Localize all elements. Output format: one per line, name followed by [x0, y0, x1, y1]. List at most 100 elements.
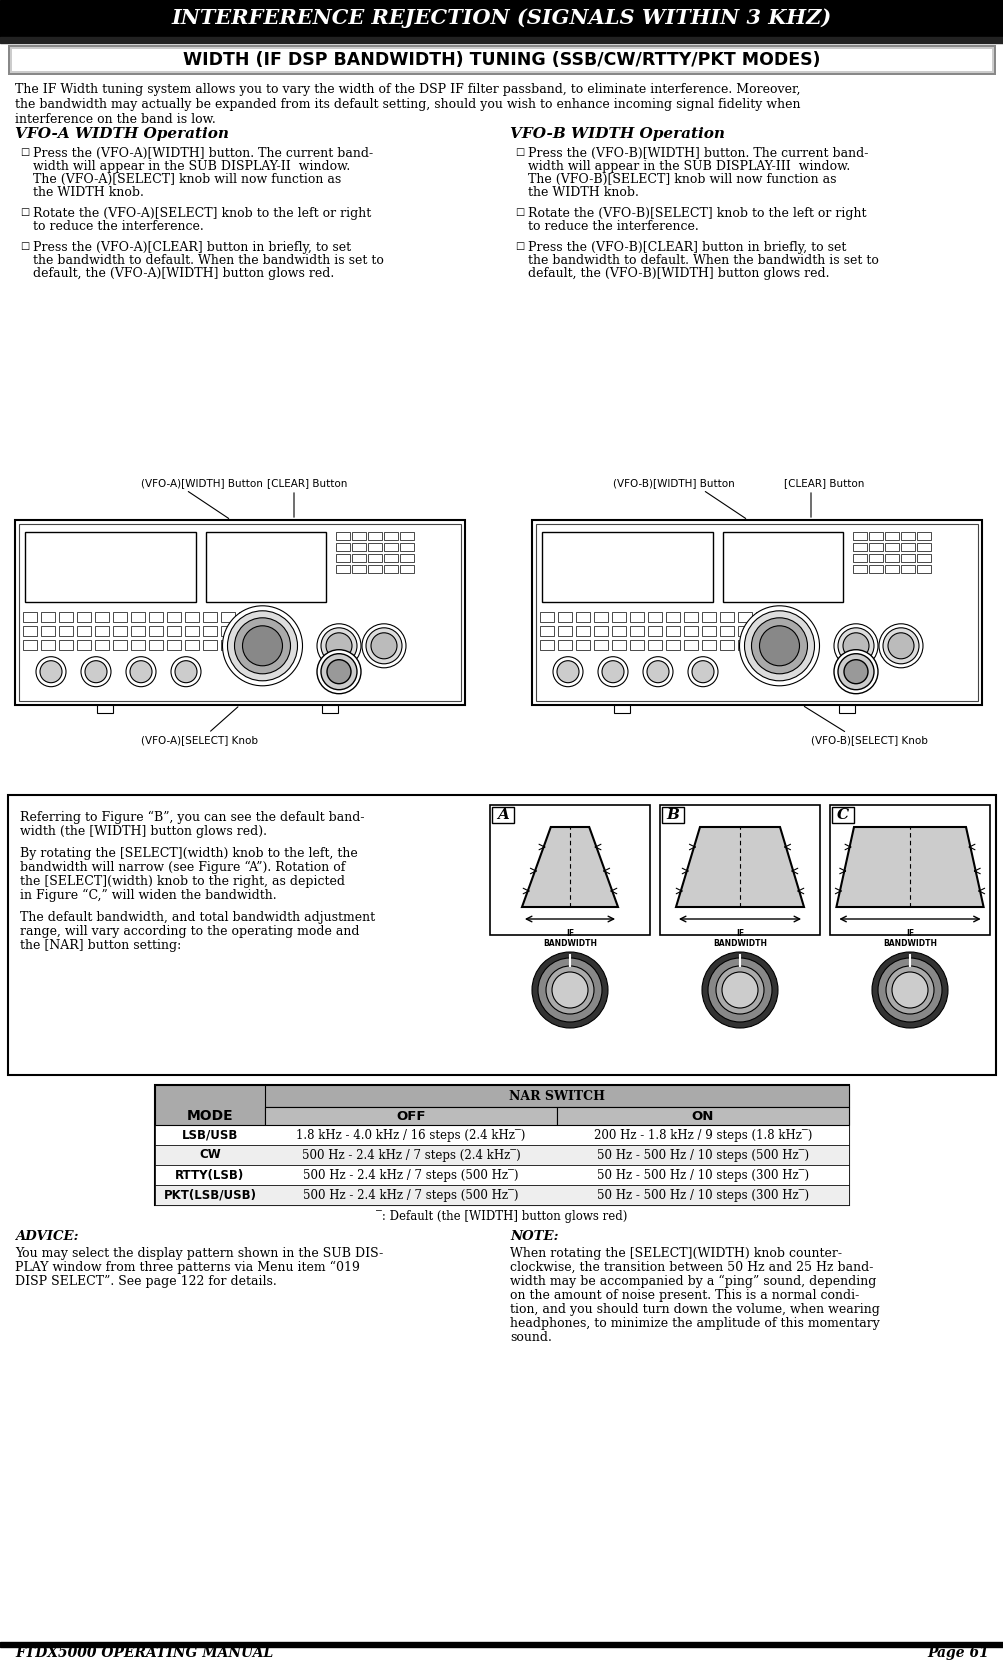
Text: □: □ — [515, 147, 524, 157]
Circle shape — [838, 653, 874, 690]
Text: 50 Hz - 500 Hz / 10 steps (300 Hz‾): 50 Hz - 500 Hz / 10 steps (300 Hz‾) — [597, 1169, 808, 1181]
Bar — [0, 37, 1003, 44]
Bar — [8, 796, 995, 1075]
Bar — [612, 640, 626, 650]
Circle shape — [326, 633, 352, 658]
Bar — [221, 611, 235, 621]
Bar — [647, 611, 661, 621]
Circle shape — [321, 628, 357, 663]
Bar — [542, 533, 712, 603]
Circle shape — [327, 660, 351, 683]
Text: Rotate the (VFO-B)[SELECT] knob to the left or right: Rotate the (VFO-B)[SELECT] knob to the l… — [528, 208, 866, 219]
Text: to reduce the interference.: to reduce the interference. — [33, 219, 204, 233]
Bar — [399, 543, 413, 551]
Text: A: A — [496, 807, 509, 822]
Text: Rotate the (VFO-A)[SELECT] knob to the left or right: Rotate the (VFO-A)[SELECT] knob to the l… — [33, 208, 371, 219]
Bar — [383, 564, 397, 573]
Bar — [351, 533, 365, 539]
Bar — [722, 533, 842, 603]
Circle shape — [552, 971, 588, 1008]
Bar — [322, 705, 338, 714]
Text: Press the (VFO-B)[CLEAR] button in briefly, to set: Press the (VFO-B)[CLEAR] button in brief… — [528, 241, 846, 255]
Circle shape — [642, 657, 672, 687]
Bar — [239, 640, 253, 650]
Bar — [41, 611, 55, 621]
Text: the WIDTH knob.: the WIDTH knob. — [528, 186, 638, 199]
Bar — [185, 626, 199, 636]
Circle shape — [739, 606, 818, 685]
Bar — [335, 533, 349, 539]
Bar — [97, 705, 113, 714]
Text: When rotating the [SELECT](WIDTH) knob counter-: When rotating the [SELECT](WIDTH) knob c… — [510, 1246, 842, 1260]
Bar — [594, 626, 608, 636]
Text: NAR SWITCH: NAR SWITCH — [509, 1089, 605, 1102]
Text: headphones, to minimize the amplitude of this momentary: headphones, to minimize the amplitude of… — [510, 1317, 879, 1330]
Bar — [665, 626, 679, 636]
Text: □: □ — [20, 147, 29, 157]
Circle shape — [833, 623, 878, 668]
Text: [CLEAR] Button: [CLEAR] Button — [783, 477, 864, 487]
Circle shape — [228, 611, 297, 680]
Circle shape — [833, 650, 878, 693]
Text: (VFO-B)[SELECT] Knob: (VFO-B)[SELECT] Knob — [810, 735, 927, 745]
Bar — [755, 611, 769, 621]
Bar — [900, 543, 914, 551]
Bar — [154, 1184, 849, 1204]
Text: The (VFO-A)[SELECT] knob will now function as: The (VFO-A)[SELECT] knob will now functi… — [33, 173, 341, 186]
Bar — [629, 626, 643, 636]
Text: ON: ON — [691, 1109, 713, 1122]
Bar — [558, 640, 572, 650]
Bar — [166, 611, 181, 621]
Text: the [NAR] button setting:: the [NAR] button setting: — [20, 940, 182, 951]
Text: default, the (VFO-A)[WIDTH] button glows red.: default, the (VFO-A)[WIDTH] button glows… — [33, 266, 334, 280]
Text: PKT(LSB/USB): PKT(LSB/USB) — [163, 1189, 256, 1201]
Bar — [916, 533, 930, 539]
Bar — [351, 554, 365, 563]
Text: width will appear in the SUB DISPLAY-III  window.: width will appear in the SUB DISPLAY-III… — [528, 161, 850, 173]
Bar — [154, 1085, 265, 1126]
Bar — [868, 564, 882, 573]
Bar — [884, 564, 898, 573]
Bar — [25, 533, 196, 603]
Bar — [206, 533, 325, 603]
Circle shape — [721, 971, 757, 1008]
Bar — [95, 626, 109, 636]
Bar — [239, 626, 253, 636]
Bar — [95, 611, 109, 621]
Bar — [661, 807, 683, 822]
Bar — [77, 611, 91, 621]
Bar — [576, 611, 590, 621]
Bar — [558, 626, 572, 636]
Bar — [19, 524, 460, 702]
Bar — [10, 47, 993, 74]
Text: on the amount of noise present. This is a normal condi-: on the amount of noise present. This is … — [510, 1290, 859, 1301]
Text: Page 61: Page 61 — [927, 1647, 988, 1660]
Bar — [916, 554, 930, 563]
Polygon shape — [675, 827, 803, 906]
Circle shape — [838, 628, 874, 663]
Bar — [647, 640, 661, 650]
Bar — [95, 640, 109, 650]
Bar — [239, 611, 253, 621]
Bar — [367, 543, 381, 551]
Bar — [77, 626, 91, 636]
Circle shape — [882, 628, 918, 663]
Circle shape — [715, 966, 763, 1013]
Circle shape — [751, 618, 806, 673]
Circle shape — [243, 626, 282, 665]
Bar — [113, 611, 126, 621]
Circle shape — [553, 657, 583, 687]
Text: tion, and you should turn down the volume, when wearing: tion, and you should turn down the volum… — [510, 1303, 879, 1317]
Bar — [719, 626, 733, 636]
Bar — [900, 564, 914, 573]
Circle shape — [744, 611, 813, 680]
Circle shape — [602, 660, 624, 683]
Circle shape — [171, 657, 201, 687]
Bar — [185, 611, 199, 621]
Bar — [351, 564, 365, 573]
Bar — [148, 626, 162, 636]
Bar — [221, 626, 235, 636]
Circle shape — [878, 958, 941, 1022]
Bar — [884, 543, 898, 551]
Bar — [683, 611, 697, 621]
